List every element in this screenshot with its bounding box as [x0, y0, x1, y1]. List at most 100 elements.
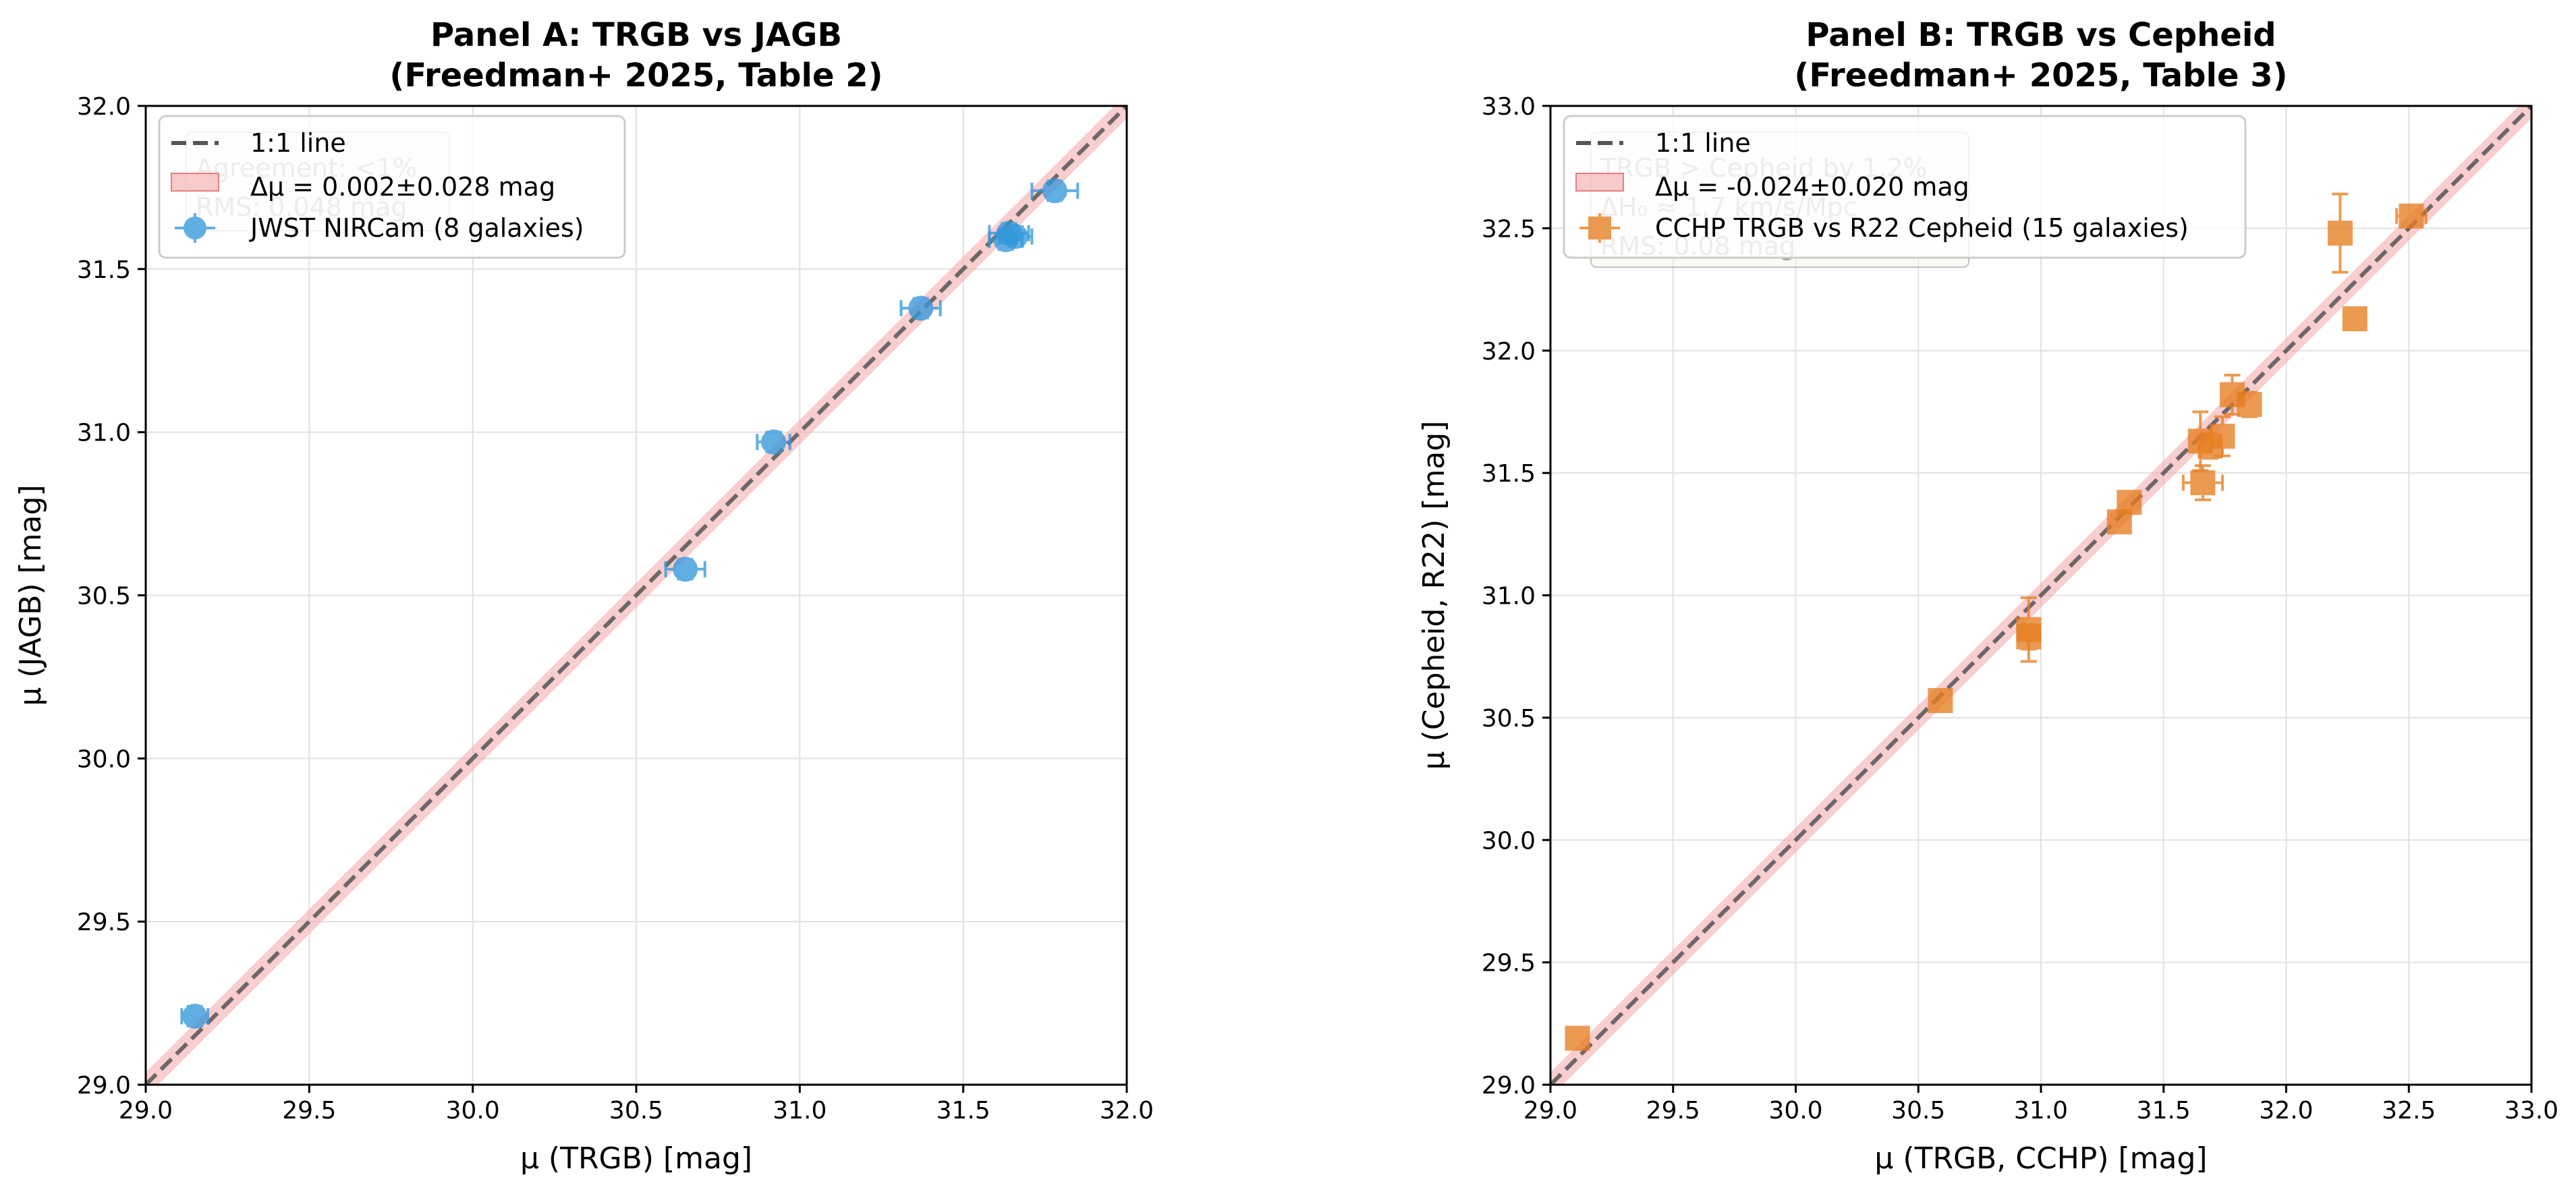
data-point	[2395, 203, 2428, 229]
y-tick-label: 30.5	[77, 583, 131, 610]
y-tick-label: 29.0	[77, 1072, 131, 1100]
y-tick-label: 32.0	[77, 93, 131, 121]
legend-marker-square	[1588, 217, 1611, 239]
data-point	[180, 1003, 210, 1029]
y-tick-label: 30.0	[77, 745, 131, 773]
series-points	[180, 178, 1080, 1029]
chart-title: Panel A: TRGB vs JAGB	[430, 16, 842, 54]
data-point	[664, 557, 706, 582]
legend-marker-swatch	[175, 213, 215, 243]
marker-square	[2399, 203, 2424, 229]
y-ticks: 29.0 29.5 30.0 30.5 31.0 31.5 32.0	[77, 93, 146, 1100]
data-point	[2181, 464, 2224, 502]
y-tick-label: 31.5	[77, 256, 131, 284]
data-point	[2342, 306, 2368, 332]
data-point	[2327, 192, 2353, 274]
y-ticks: 29.0 29.5 30.0 30.5 31.0 31.5 32.0 32.5 33.0	[1482, 93, 1550, 1100]
y-tick-label: 30.0	[1482, 827, 1536, 855]
x-tick-label: 31.0	[2014, 1097, 2068, 1125]
panel-b: 29.0 29.5 30.0 30.5 31.0 31.5 32.0 32.5 33.029.0…	[1417, 16, 2558, 1176]
marker-square	[2327, 221, 2353, 246]
one-to-one-line	[146, 106, 1127, 1085]
data-point	[997, 223, 1034, 249]
marker-circle	[182, 1003, 208, 1029]
data-point	[2210, 415, 2235, 457]
legend-label: 1:1 line	[250, 128, 346, 158]
x-tick-label: 32.0	[1100, 1097, 1154, 1125]
marker-square	[1565, 1025, 1590, 1051]
y-tick-label: 32.0	[1482, 338, 1536, 366]
legend-band-swatch	[1575, 173, 1624, 192]
y-tick-label: 29.0	[1482, 1072, 1536, 1100]
marker-circle	[1042, 178, 1067, 204]
legend-frame	[1563, 115, 2247, 259]
x-tick-label: 29.0	[1523, 1097, 1577, 1125]
legend: 1:1 line Δμ = 0.002±0.028 mag JWST NIRCam …	[158, 115, 626, 259]
series-points	[1565, 192, 2428, 1051]
data-point	[2117, 490, 2142, 515]
x-tick-label: 31.5	[936, 1097, 990, 1125]
legend-marker-circle	[184, 217, 206, 239]
legend-label: 1:1 line	[1655, 128, 1751, 158]
marker-square	[2117, 490, 2142, 515]
marker-square	[1928, 687, 1953, 713]
y-tick-label: 31.0	[1482, 583, 1536, 610]
x-tick-label: 30.0	[1768, 1097, 1822, 1125]
data-point	[1565, 1025, 1590, 1051]
data-point	[2237, 391, 2262, 418]
x-ticks: 29.0 29.5 30.0 30.5 31.0 31.5 32.0	[119, 1085, 1154, 1125]
data-point	[1030, 178, 1080, 204]
data-point	[899, 295, 942, 321]
x-tick-label: 32.0	[2259, 1097, 2313, 1125]
x-tick-label: 29.0	[119, 1097, 173, 1125]
legend-frame	[158, 115, 626, 259]
x-axis-label: μ (TRGB, CCHP) [mag]	[1874, 1141, 2207, 1176]
legend-marker-swatch	[1579, 213, 1620, 243]
x-tick-label: 32.5	[2382, 1097, 2436, 1125]
data-point	[2016, 623, 2042, 651]
y-axis-label: μ (JAGB) [mag]	[13, 484, 48, 706]
data-point	[1928, 687, 1953, 713]
y-tick-label: 31.0	[77, 420, 131, 447]
marker-square	[2342, 306, 2368, 332]
x-tick-label: 31.0	[773, 1097, 827, 1125]
x-tick-label: 31.5	[2137, 1097, 2191, 1125]
marker-circle	[908, 295, 934, 321]
y-tick-label: 29.5	[77, 909, 131, 936]
x-tick-label: 29.5	[1646, 1097, 1700, 1125]
legend-band-swatch	[171, 173, 219, 192]
marker-square	[2210, 424, 2235, 449]
marker-circle	[673, 557, 698, 582]
marker-square	[2016, 624, 2042, 650]
legend: 1:1 line Δμ = -0.024±0.020 mag CCHP TRGB v…	[1563, 115, 2247, 259]
panel-a: 29.0 29.5 30.0 30.5 31.0 31.5 32.0 29.0 29.5 30.0…	[13, 16, 1154, 1176]
x-tick-label: 30.0	[446, 1097, 500, 1125]
y-axis-label: μ (Cepheid, R22) [mag]	[1417, 421, 1451, 770]
x-tick-label: 30.5	[1891, 1097, 1945, 1125]
x-tick-label: 33.0	[2504, 1097, 2558, 1125]
legend-label: JWST NIRCam (8 galaxies)	[249, 213, 584, 243]
legend-label: Δμ = -0.024±0.020 mag	[1655, 172, 1969, 202]
y-tick-label: 31.5	[1482, 460, 1536, 488]
plot-area	[146, 106, 1127, 1085]
y-tick-label: 29.5	[1482, 950, 1536, 977]
chart-subtitle: (Freedman+ 2025, Table 2)	[389, 57, 883, 94]
marker-circle	[761, 429, 787, 455]
legend-label: CCHP TRGB vs R22 Cepheid (15 galaxies)	[1655, 213, 2189, 243]
y-tick-label: 30.5	[1482, 705, 1536, 733]
chart-title: Panel B: TRGB vs Cepheid	[1805, 16, 2276, 54]
plot-area	[1550, 106, 2531, 1085]
y-tick-label: 33.0	[1482, 93, 1536, 121]
x-ticks: 29.0 29.5 30.0 30.5 31.0 31.5 32.0 32.5 33.0	[1523, 1085, 2558, 1125]
legend-label: Δμ = 0.002±0.028 mag	[250, 172, 555, 202]
marker-square	[2190, 470, 2216, 496]
x-tick-label: 29.5	[282, 1097, 336, 1125]
data-point	[756, 429, 791, 455]
one-to-one-line	[1550, 106, 2531, 1085]
x-axis-label: μ (TRGB) [mag]	[520, 1141, 752, 1176]
chart-subtitle: (Freedman+ 2025, Table 3)	[1794, 57, 2287, 94]
marker-square	[2237, 392, 2262, 418]
marker-circle	[1003, 223, 1028, 249]
y-tick-label: 32.5	[1482, 215, 1536, 243]
